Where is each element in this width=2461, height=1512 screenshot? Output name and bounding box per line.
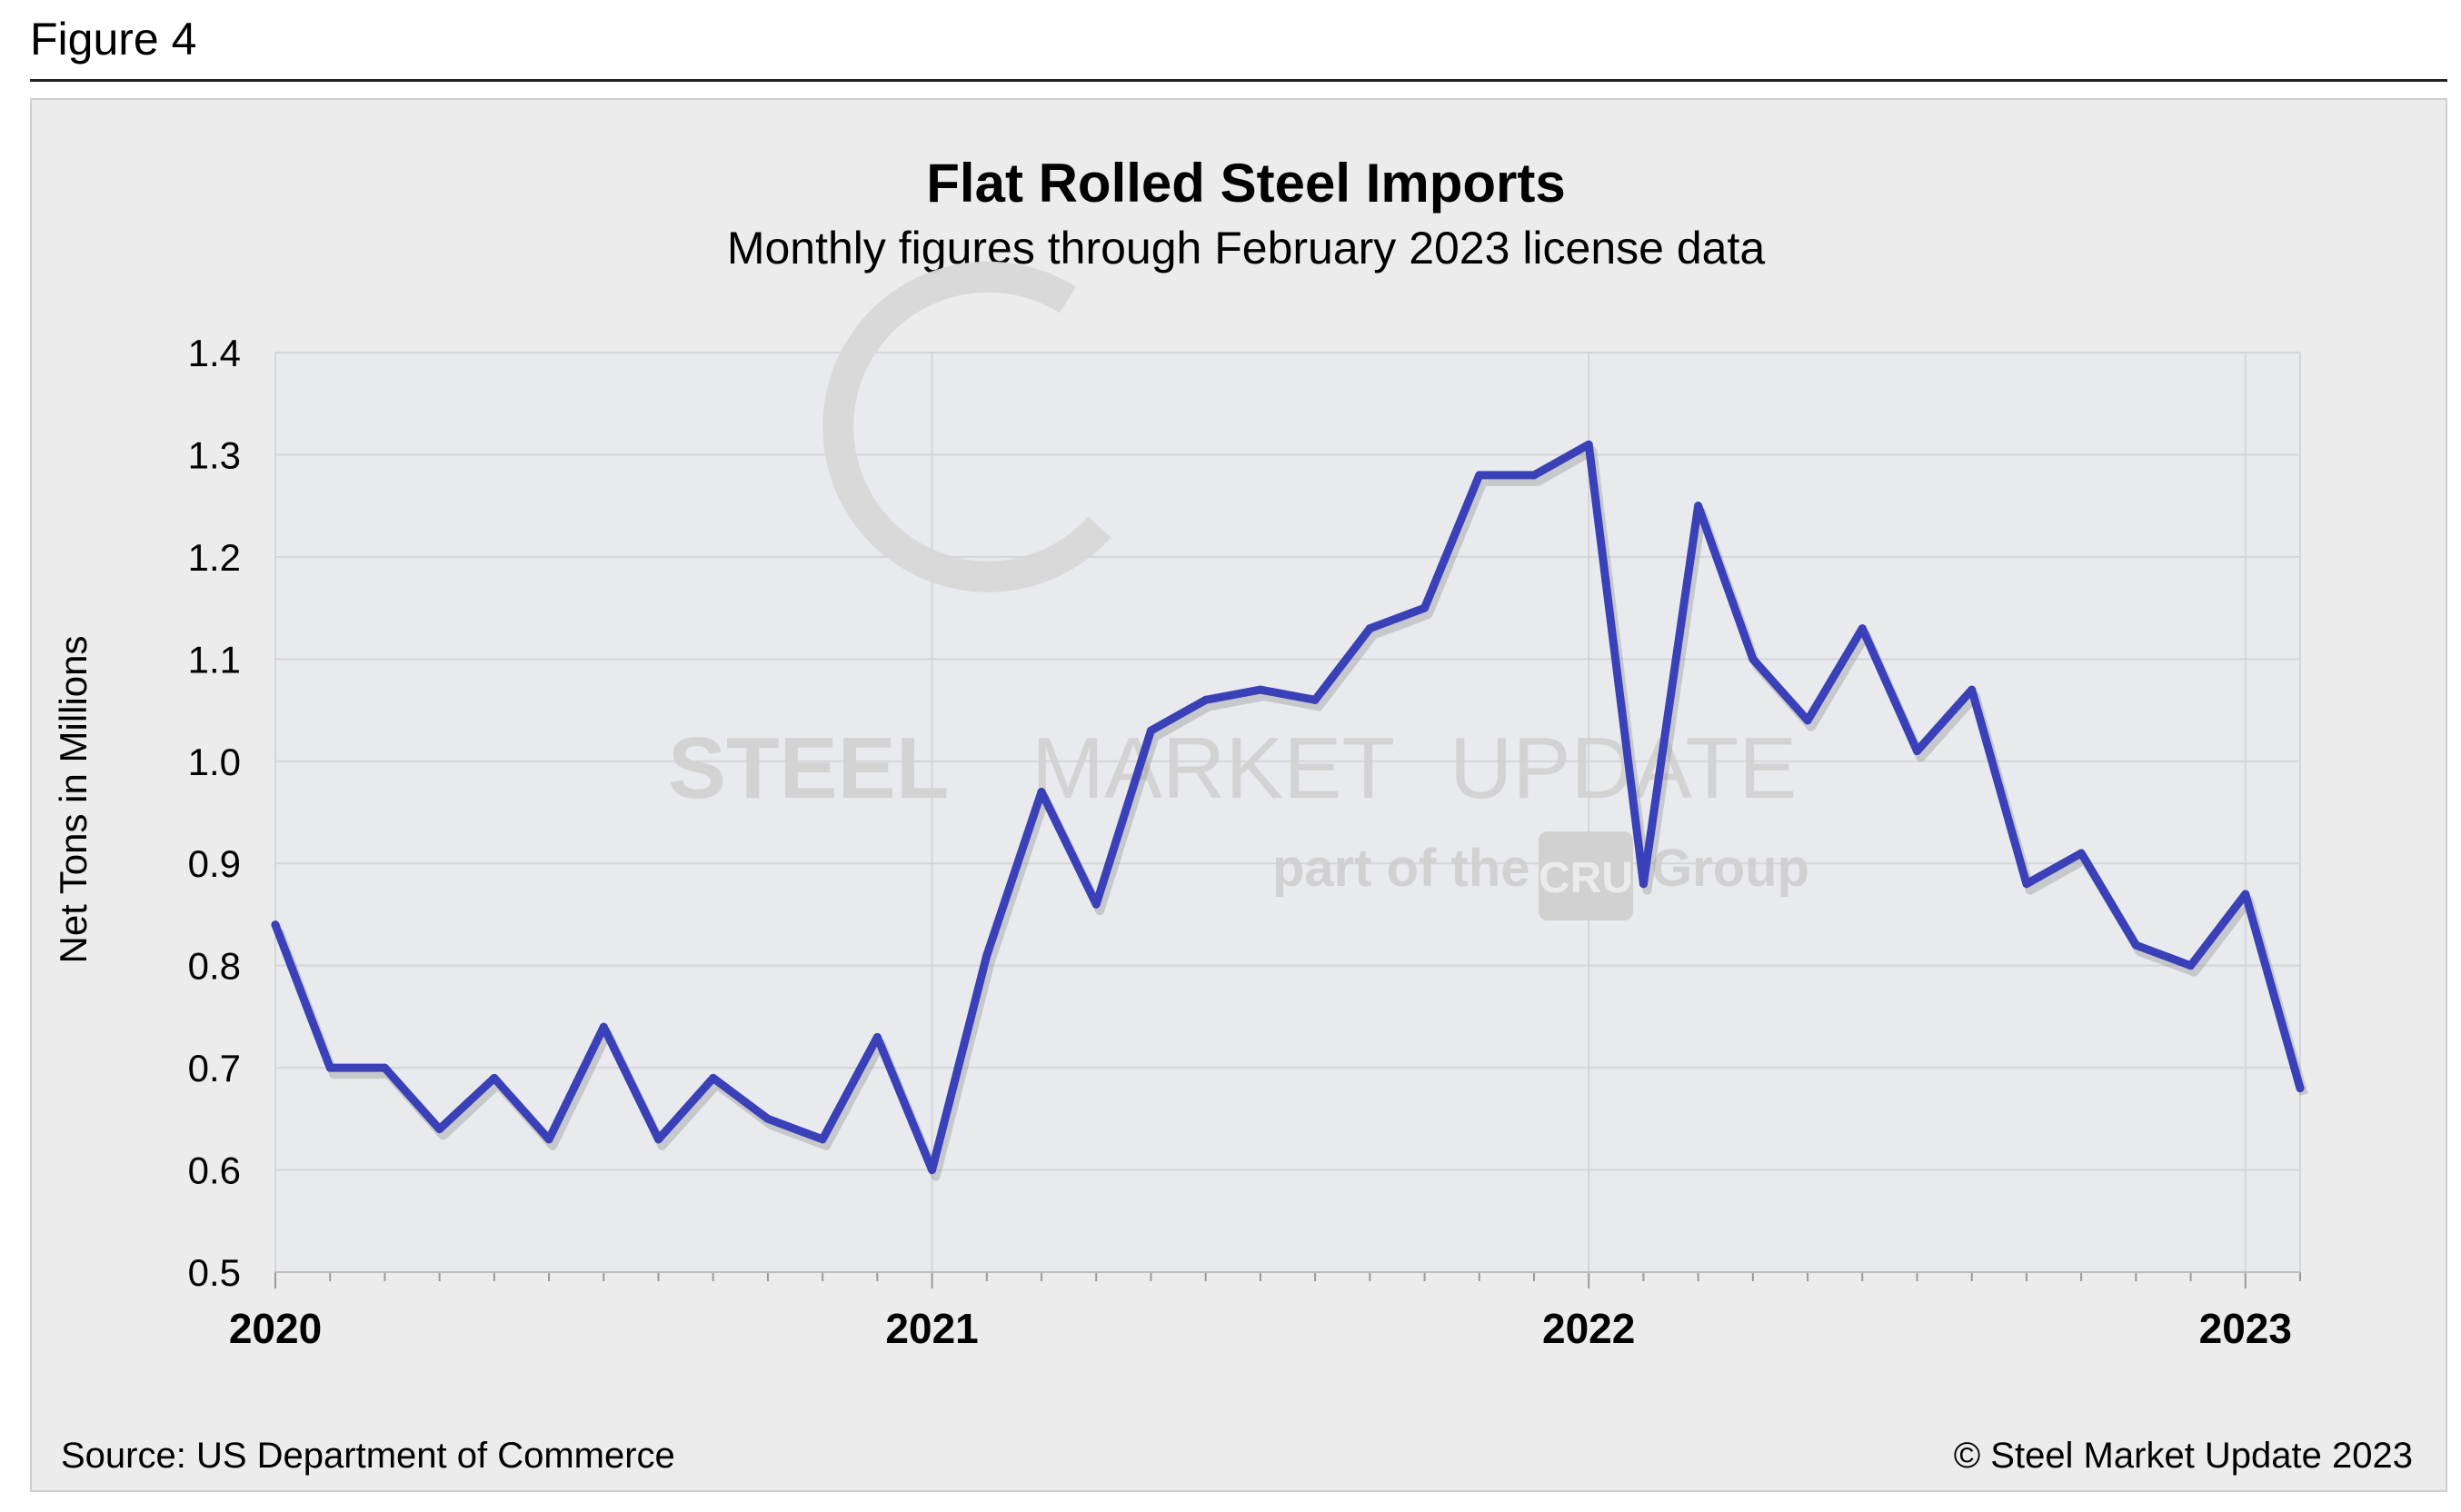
copyright-note: © Steel Market Update 2023 [1954, 1436, 2413, 1476]
y-tick-label: 1.3 [188, 433, 241, 476]
data-point [1365, 624, 1374, 633]
x-tick-label: 2022 [1542, 1305, 1635, 1352]
data-point [2022, 880, 2031, 889]
data-point [1749, 654, 1758, 663]
data-point [763, 1114, 772, 1123]
data-point [1037, 788, 1046, 797]
watermark-sub-prefix: part of the [1272, 839, 1530, 898]
data-point [435, 1125, 444, 1134]
data-point [1639, 880, 1648, 889]
x-tick-label: 2020 [229, 1305, 322, 1352]
chart-panel: Flat Rolled Steel Imports Monthly figure… [30, 98, 2447, 1492]
watermark: STEEL MARKET UPDATE part of the CRU Grou… [668, 261, 1809, 920]
y-tick-label: 0.5 [188, 1251, 241, 1294]
chart-title: Flat Rolled Steel Imports [926, 153, 1565, 214]
data-point [1420, 603, 1430, 612]
data-point [490, 1073, 499, 1082]
data-point [544, 1135, 553, 1144]
figure-label: Figure 4 [30, 14, 197, 65]
gridlines [274, 352, 2301, 1273]
y-tick-label: 1.4 [188, 332, 241, 374]
y-tick-label: 0.8 [188, 945, 241, 988]
axis-ticks [274, 1271, 2301, 1288]
data-point [1858, 624, 1867, 633]
data-point [2187, 961, 2196, 970]
plot-background [275, 353, 2300, 1272]
data-point [1584, 440, 1593, 449]
data-point [1529, 471, 1539, 480]
line-chart: Flat Rolled Steel Imports Monthly figure… [52, 153, 2413, 1476]
data-point [1091, 900, 1101, 909]
watermark-arc [822, 261, 1111, 592]
watermark-steel: STEEL [668, 720, 949, 817]
x-tick-label: 2021 [885, 1305, 978, 1352]
y-tick-label: 0.7 [188, 1047, 241, 1089]
data-point [1694, 502, 1703, 511]
data-point [380, 1063, 389, 1072]
figure-divider [30, 79, 2447, 82]
data-point [2241, 890, 2250, 899]
y-tick-label: 1.2 [188, 536, 241, 579]
series-line [271, 440, 2305, 1175]
source-note: Source: US Department of Commerce [61, 1436, 675, 1476]
data-point [271, 920, 280, 930]
plot-area: STEEL MARKET UPDATE part of the CRU Grou… [271, 261, 2308, 1288]
data-point [818, 1135, 827, 1144]
data-point [2296, 1084, 2305, 1093]
watermark-sub-suffix: Group [1651, 839, 1809, 898]
data-point [1201, 695, 1211, 704]
data-point [1146, 726, 1155, 735]
chart-subtitle: Monthly figures through February 2023 li… [727, 223, 1766, 274]
series-layer [271, 440, 2308, 1181]
data-point [1912, 747, 1921, 756]
data-point [1310, 695, 1320, 704]
data-point [2131, 940, 2140, 950]
x-tick-label: 2023 [2199, 1305, 2292, 1352]
data-point [928, 1166, 937, 1175]
y-tick-label: 1.1 [188, 638, 241, 681]
data-point [599, 1022, 608, 1031]
data-point [1803, 716, 1812, 725]
watermark-cru-box [1539, 831, 1633, 920]
data-point [709, 1073, 718, 1082]
data-point [1256, 685, 1265, 694]
y-tick-label: 0.6 [188, 1149, 241, 1192]
watermark-cru-logo: CRU [1539, 854, 1633, 902]
data-point [2077, 849, 2086, 858]
y-axis-label: Net Tons in Millions [52, 635, 95, 963]
data-point [654, 1135, 663, 1144]
y-tick-label: 0.9 [188, 842, 241, 885]
data-point [982, 950, 991, 960]
watermark-market: MARKET [1031, 720, 1395, 817]
data-point [1968, 685, 1977, 694]
data-point [872, 1032, 882, 1041]
y-tick-label: 1.0 [188, 741, 241, 783]
data-point [1475, 471, 1484, 480]
data-point [325, 1063, 334, 1072]
